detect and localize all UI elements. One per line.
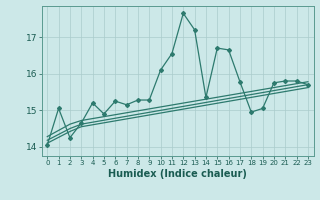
X-axis label: Humidex (Indice chaleur): Humidex (Indice chaleur) xyxy=(108,169,247,179)
